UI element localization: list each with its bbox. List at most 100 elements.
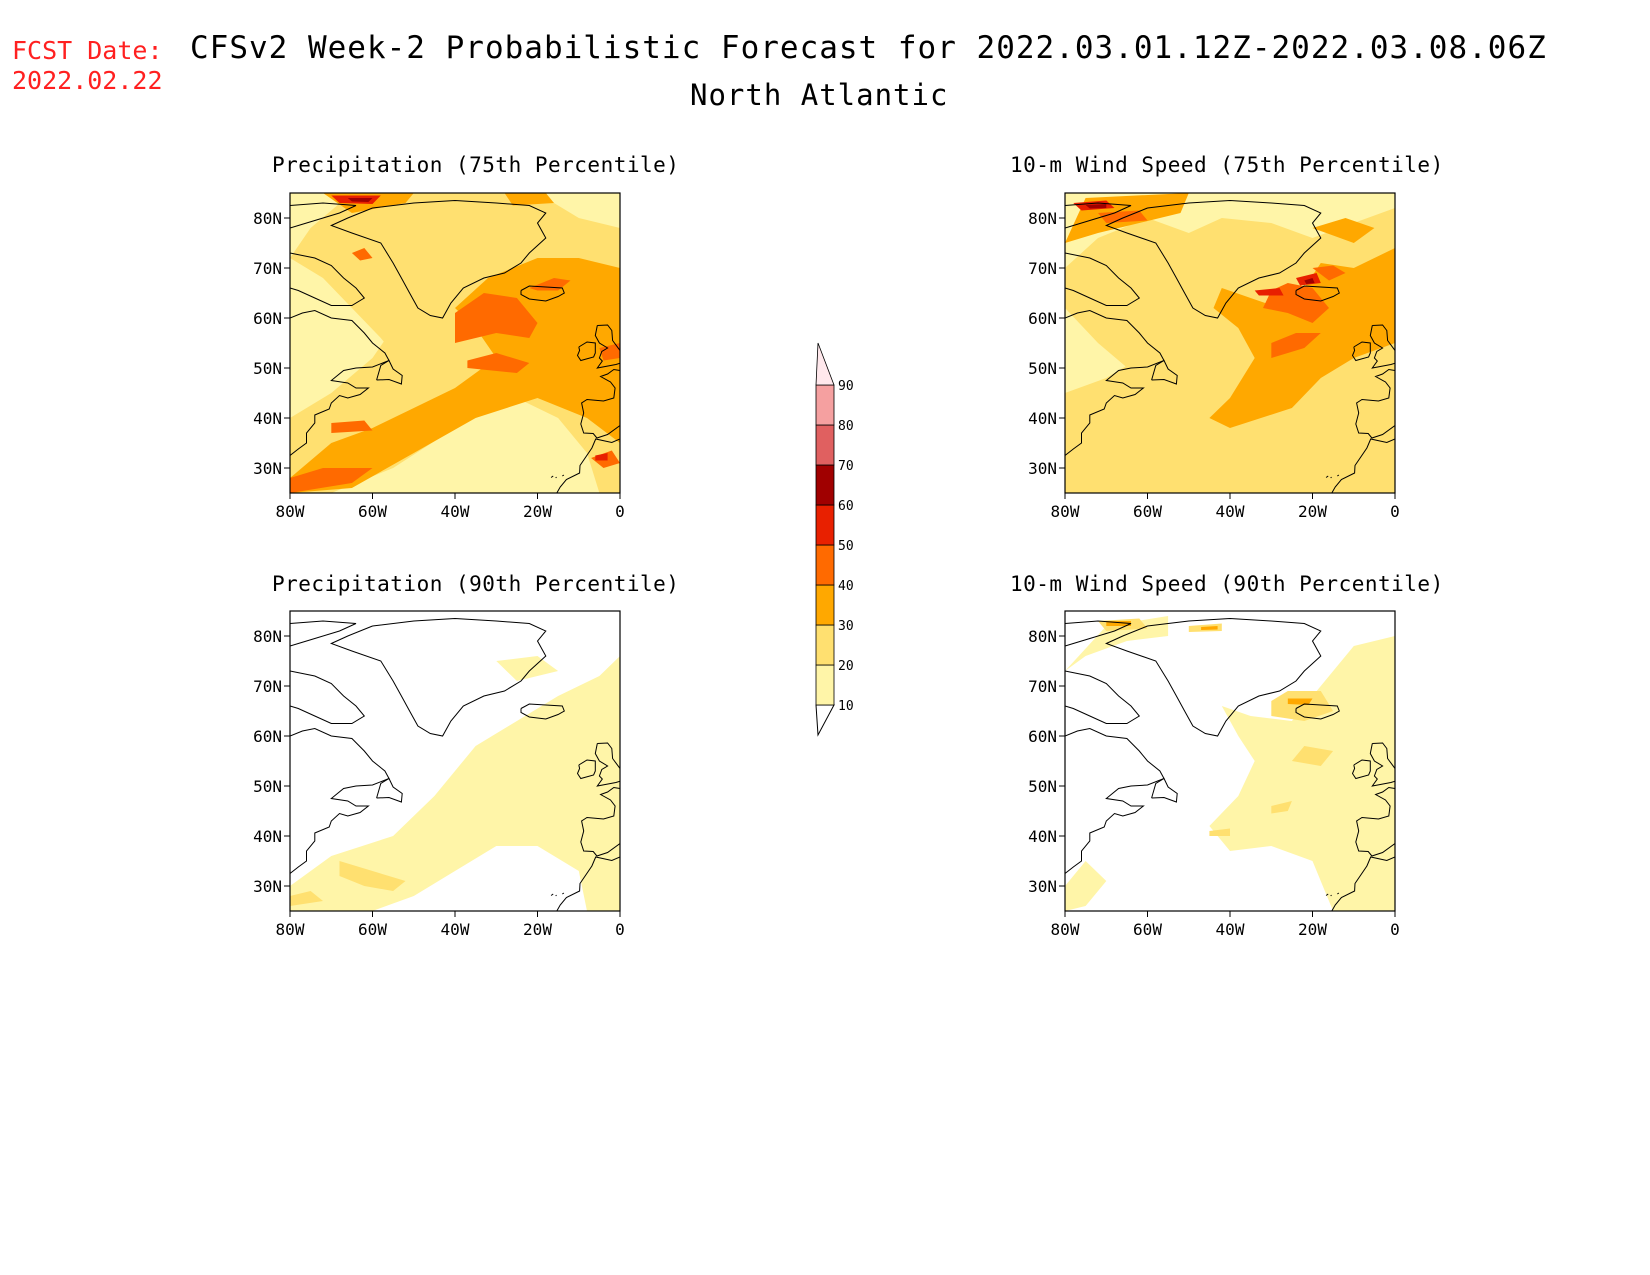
coastline <box>555 894 557 897</box>
colorbar-segment-20 <box>815 624 835 666</box>
probability-shading <box>290 193 620 493</box>
coastline <box>1104 199 1322 319</box>
coastline <box>1369 742 1395 787</box>
probability-area-40 <box>331 420 373 433</box>
lon-label: 20W <box>1298 920 1327 939</box>
colorbar-segment-70 <box>815 424 835 466</box>
colorbar-label: 10 <box>838 699 854 714</box>
coastline <box>1330 894 1332 897</box>
lat-label: 60N <box>1028 309 1057 328</box>
colorbar-segment-40 <box>815 544 835 586</box>
colorbar-label: 20 <box>838 659 854 674</box>
colorbar-label: 90 <box>838 379 854 394</box>
probability-area-30 <box>1312 218 1375 243</box>
lat-label: 50N <box>1028 359 1057 378</box>
probability-shading <box>1065 193 1395 493</box>
colorbar-label: 30 <box>838 619 854 634</box>
lon-label: 60W <box>358 920 387 939</box>
probability-area-40 <box>290 468 373 493</box>
lat-label: 80N <box>253 627 282 646</box>
panel-title-precip-75: Precipitation (75th Percentile) <box>272 153 680 177</box>
lon-label: 60W <box>1133 502 1162 521</box>
coastline <box>594 742 620 787</box>
figure-subtitle: North Atlantic <box>690 78 949 112</box>
coastline <box>376 777 403 803</box>
lon-label: 40W <box>441 502 470 521</box>
lat-label: 70N <box>1028 259 1057 278</box>
panel-title-precip-90: Precipitation (90th Percentile) <box>272 572 680 596</box>
lat-label: 70N <box>253 259 282 278</box>
lat-label: 80N <box>253 209 282 228</box>
probability-area-10 <box>496 656 559 681</box>
coastline <box>576 341 596 362</box>
coastline <box>290 202 357 229</box>
lat-label: 60N <box>253 727 282 746</box>
lat-label: 80N <box>1028 627 1057 646</box>
coastline <box>576 759 596 780</box>
coastlines <box>1065 617 1395 911</box>
coastline <box>1337 892 1340 895</box>
coastline <box>1351 759 1371 780</box>
coastline <box>290 252 366 306</box>
probability-area-30 <box>290 258 620 493</box>
probability-area-20 <box>1271 801 1292 814</box>
fcst-date-value: 2022.02.22 <box>12 66 163 95</box>
map-axes: 80N 70N 60N 50N 40N 30N 80W 60W 40W 20W 0 <box>253 192 625 521</box>
map-wind-75: 80N 70N 60N 50N 40N 30N 80W 60W 40W 20W 0 <box>1028 192 1400 521</box>
coastline <box>1351 341 1371 362</box>
coastlines <box>290 617 620 911</box>
colorbar-label: 40 <box>838 579 854 594</box>
coastline <box>594 324 620 369</box>
coastline <box>1330 476 1332 479</box>
coastline <box>1065 727 1165 874</box>
lat-label: 40N <box>1028 409 1057 428</box>
map-precip-75: 80N 70N 60N 50N 40N 30N 80W 60W 40W 20W 0 <box>253 192 625 521</box>
probability-area-40 <box>467 353 530 373</box>
coastline <box>1325 893 1329 896</box>
lon-label: 60W <box>358 502 387 521</box>
coastline <box>1325 475 1329 478</box>
colorbar-segment-80 <box>815 384 835 426</box>
lat-label: 30N <box>1028 459 1057 478</box>
lat-label: 70N <box>253 677 282 696</box>
lat-label: 60N <box>1028 727 1057 746</box>
probability-area-40 <box>1271 333 1321 358</box>
lon-label: 80W <box>276 920 305 939</box>
probability-area-30 <box>1287 698 1313 705</box>
colorbar-label: 80 <box>838 419 854 434</box>
lon-label: 40W <box>1216 502 1245 521</box>
lat-label: 40N <box>253 409 282 428</box>
colorbar-label: 60 <box>838 499 854 514</box>
probability-area-30 <box>1201 626 1218 630</box>
probability-area-60 <box>1304 278 1315 284</box>
probability-area-20 <box>1291 746 1334 766</box>
coastline <box>1295 285 1340 302</box>
probability-shading <box>290 611 620 911</box>
lat-label: 70N <box>1028 677 1057 696</box>
probability-area-30 <box>504 193 554 206</box>
colorbar-segment-10 <box>815 664 835 706</box>
lon-label: 80W <box>1051 502 1080 521</box>
coastline <box>1331 856 1395 911</box>
lon-label: 20W <box>523 920 552 939</box>
lon-label: 40W <box>441 920 470 939</box>
coastline <box>1151 359 1178 385</box>
probability-area-40 <box>1312 265 1346 281</box>
probability-area-60 <box>1085 204 1107 209</box>
coastline <box>555 476 557 479</box>
lat-label: 30N <box>253 877 282 896</box>
lat-label: 50N <box>253 777 282 796</box>
coastline <box>1065 620 1132 647</box>
colorbar-label: 50 <box>838 539 854 554</box>
coastline <box>520 703 565 720</box>
map-axes: 80N 70N 60N 50N 40N 30N 80W 60W 40W 20W 0 <box>1028 610 1400 939</box>
coastline <box>556 438 620 493</box>
coastline <box>1065 252 1141 306</box>
coastline <box>1337 474 1340 477</box>
colorbar-segment-90 <box>815 342 835 386</box>
lat-label: 30N <box>253 459 282 478</box>
probability-area-50 <box>595 453 608 461</box>
map-wind-90: 80N 70N 60N 50N 40N 30N 80W 60W 40W 20W 0 <box>1028 610 1400 939</box>
coastline <box>1151 777 1178 803</box>
coastline <box>290 309 390 456</box>
